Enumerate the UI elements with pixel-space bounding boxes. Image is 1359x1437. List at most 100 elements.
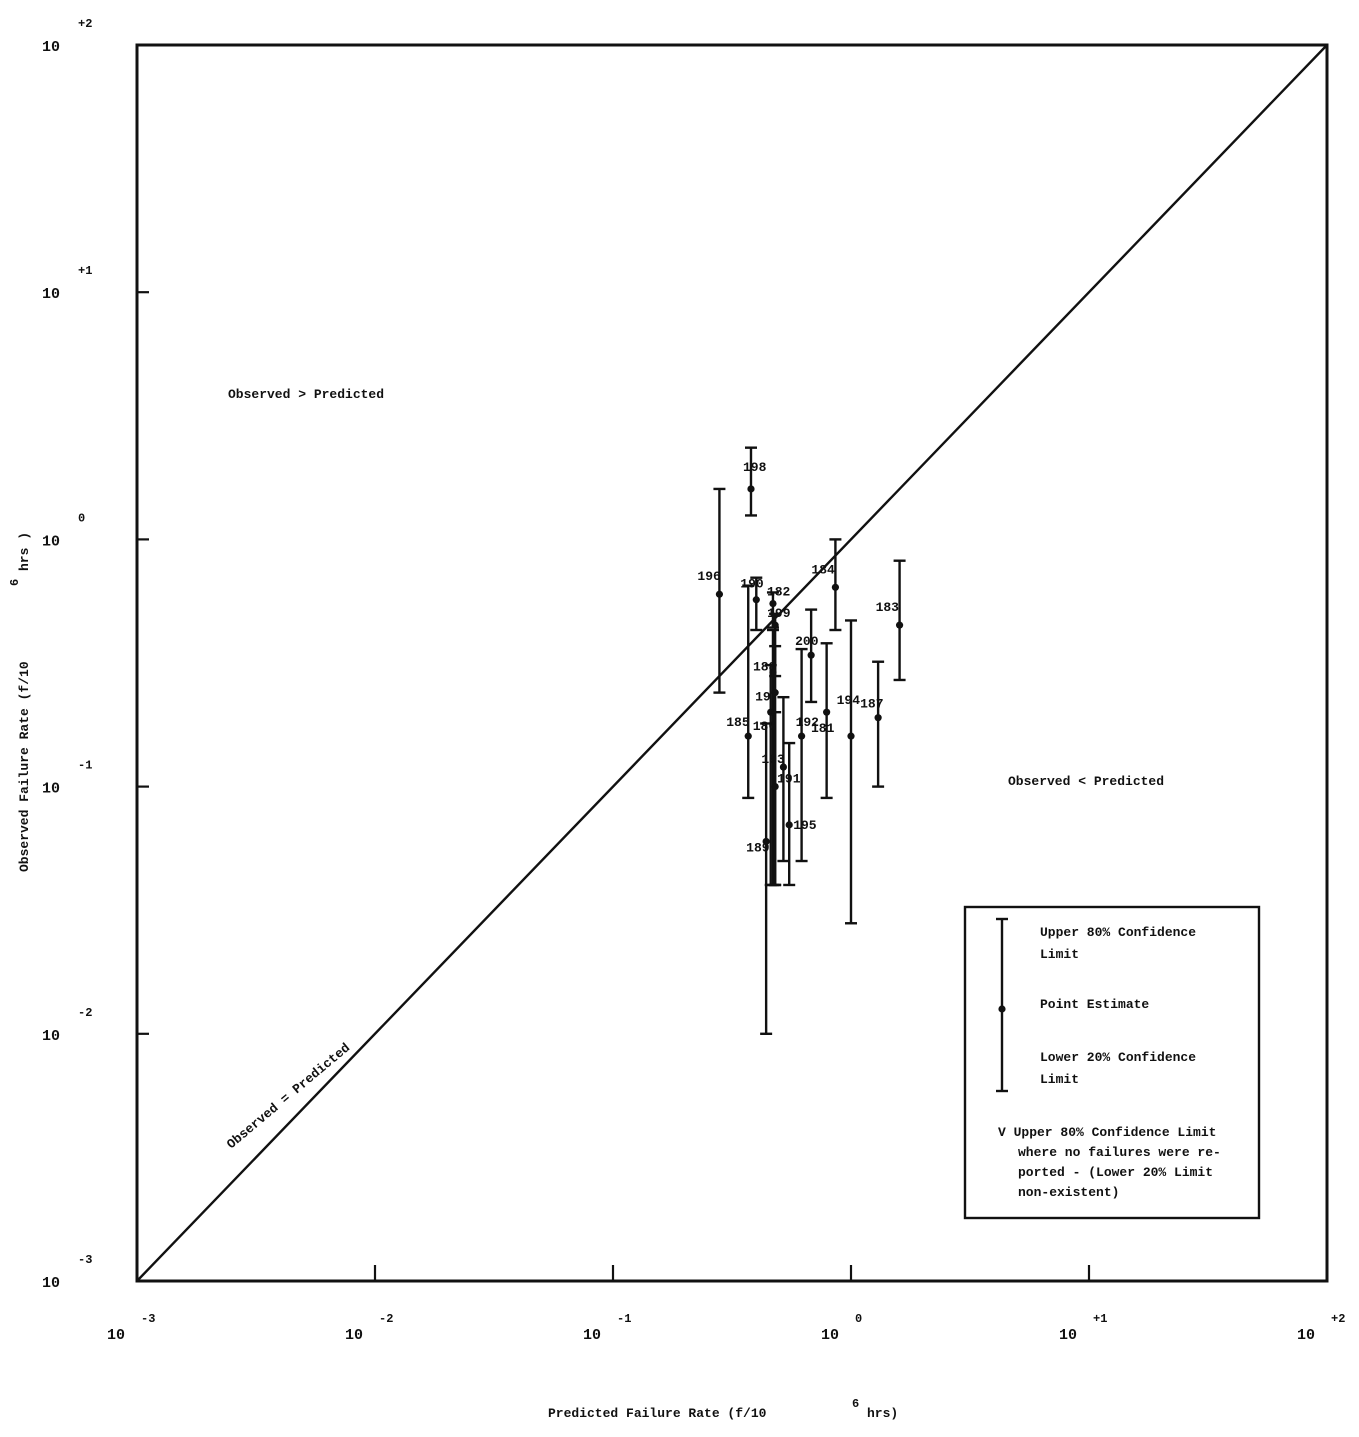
x-tick-base: 10 — [345, 1327, 363, 1344]
point-label: 181 — [811, 721, 835, 736]
point-estimate-marker — [785, 821, 793, 829]
point-label: 183 — [876, 600, 900, 615]
y-tick-base: 10 — [42, 781, 60, 798]
data-point-group — [845, 619, 857, 925]
point-label: 184 — [811, 562, 835, 577]
point-estimate-marker — [771, 783, 779, 791]
annotation-layer: Observed > Predicted Observed < Predicted… — [8, 387, 1164, 1421]
point-label: 182 — [767, 585, 791, 600]
y-tick-exponent: -1 — [78, 759, 92, 773]
point-label: 185 — [726, 715, 750, 730]
reference-layer — [136, 44, 1328, 1282]
y-tick-exponent: +2 — [78, 17, 92, 31]
legend-no-failure-line1: V Upper 80% Confidence Limit — [998, 1125, 1216, 1140]
data-point-group — [872, 660, 885, 788]
point-label: 190 — [740, 577, 764, 592]
data-point-group — [742, 584, 755, 800]
point-label: 200 — [795, 634, 819, 649]
x-tick-base: 10 — [1297, 1327, 1315, 1344]
x-tick-base: 10 — [1059, 1327, 1077, 1344]
y-tick-exponent: 0 — [78, 511, 85, 525]
observed-equals-predicted-line — [136, 44, 1328, 1282]
point-estimate-marker — [769, 599, 777, 608]
x-tick-exponent: +1 — [1093, 1312, 1107, 1326]
y-tick-base: 10 — [42, 39, 60, 56]
data-point-group — [777, 695, 790, 863]
point-estimate-marker — [847, 732, 855, 740]
x-axis-label-exponent: 6 — [852, 1397, 859, 1411]
y-tick-base: 10 — [42, 533, 60, 550]
point-estimate-marker — [779, 763, 788, 771]
data-point-group — [713, 487, 726, 694]
legend-point-estimate-label: Point Estimate — [1040, 997, 1149, 1012]
legend-lower-label-line1: Lower 20% Confidence — [1040, 1050, 1196, 1065]
point-label: 194 — [837, 693, 861, 708]
x-tick-exponent: -3 — [141, 1312, 155, 1326]
legend-no-failure-line2: where no failures were re- — [1018, 1145, 1221, 1160]
observed-greater-predicted-label: Observed > Predicted — [228, 387, 384, 402]
data-point-group — [805, 608, 818, 704]
data-point-group — [783, 741, 796, 887]
observed-less-predicted-label: Observed < Predicted — [1008, 774, 1164, 789]
point-estimate-marker — [771, 689, 779, 697]
point-estimate-marker — [747, 485, 755, 493]
point-estimate-marker — [771, 621, 779, 629]
y-tick-base: 10 — [42, 1028, 60, 1045]
y-tick-base: 10 — [42, 286, 60, 303]
point-label: 191 — [777, 772, 801, 787]
point-label: 186 — [753, 719, 777, 734]
point-label: 193 — [761, 752, 785, 767]
data-point-group — [893, 559, 906, 682]
legend-no-failure-line3: ported - (Lower 20% Limit — [1018, 1165, 1213, 1180]
point-estimate-marker — [807, 651, 815, 659]
y-tick-exponent: -3 — [78, 1253, 92, 1267]
y-axis-label-exponent: 6 — [8, 579, 22, 586]
point-estimate-marker — [744, 732, 752, 740]
legend-upper-label-line1: Upper 80% Confidence — [1040, 925, 1196, 940]
series-layer — [713, 446, 906, 1036]
x-axis-label: Predicted Failure Rate (f/10 — [548, 1406, 767, 1421]
point-label: 192 — [796, 715, 820, 730]
point-estimate-marker — [874, 714, 882, 722]
diagonal-reference-label: Observed = Predicted — [224, 1040, 353, 1152]
x-tick-base: 10 — [821, 1327, 839, 1344]
point-estimate-marker — [715, 590, 724, 598]
x-tick-exponent: +2 — [1331, 1312, 1345, 1326]
point-label: 196 — [697, 569, 721, 584]
data-point-group — [820, 642, 833, 800]
y-axis-label: Observed Failure Rate (f/10 — [17, 661, 32, 872]
point-estimate-marker — [752, 596, 760, 604]
plot-frame — [135, 43, 1329, 1283]
point-label: 187 — [860, 697, 883, 712]
y-axis-label-group: Observed Failure Rate (f/10 6 hrs ) — [8, 532, 32, 872]
data-point-group — [760, 722, 773, 1036]
y-tick-exponent: +1 — [78, 264, 92, 278]
data-point-group — [769, 710, 782, 887]
data-point-group — [829, 538, 842, 632]
point-label: 199 — [767, 606, 791, 621]
x-axis-label-suffix: hrs) — [867, 1406, 898, 1421]
y-tick-base: 10 — [42, 1275, 60, 1292]
x-tick-exponent: -1 — [617, 1312, 631, 1326]
tick-layer: 10 -3 10 -2 10 -1 10 0 10 +1 10 +2 10 -3 10 -2 10 -1 10 0 10… — [42, 17, 1345, 1344]
point-estimate-marker — [823, 708, 831, 716]
legend-layer: Upper 80% Confidence Limit Point Estimate L… — [963, 905, 1261, 1220]
point-label: 195 — [793, 818, 817, 833]
point-estimate-marker — [831, 583, 840, 591]
y-tick-exponent: -2 — [78, 1006, 92, 1020]
data-point-group — [750, 576, 763, 632]
legend-lower-label-line2: Limit — [1040, 1072, 1079, 1087]
legend-point-marker — [998, 1005, 1006, 1013]
point-label: 189 — [746, 840, 770, 855]
data-point-group — [744, 446, 757, 517]
legend-no-failure-line4: non-existent) — [1018, 1185, 1119, 1200]
y-axis-label-suffix: hrs ) — [17, 532, 32, 571]
point-estimate-marker — [762, 837, 770, 846]
legend-box — [963, 905, 1261, 1220]
legend-upper-label-line2: Limit — [1040, 947, 1079, 962]
point-label: 198 — [743, 460, 767, 475]
x-tick-exponent: 0 — [855, 1312, 862, 1326]
